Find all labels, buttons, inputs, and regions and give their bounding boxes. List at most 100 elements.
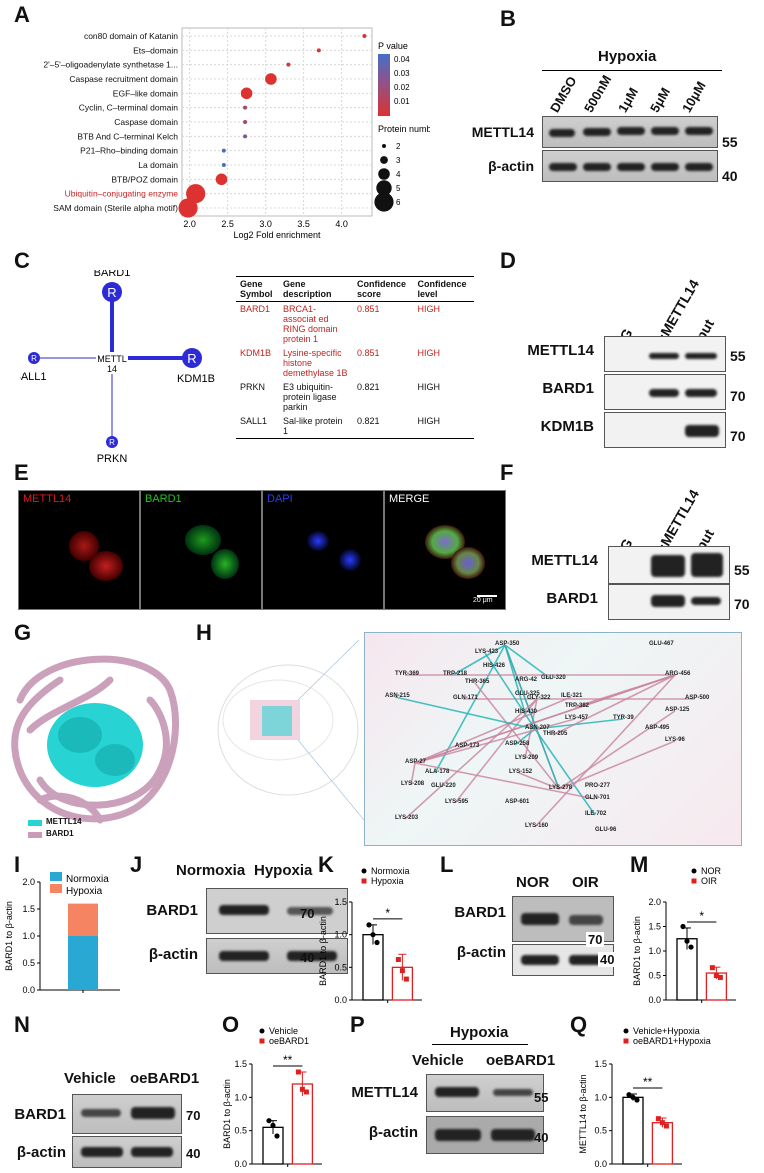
cell-description: BRCA1-associat ed RING domain protein 1 — [282, 304, 338, 344]
data-point — [270, 1122, 276, 1128]
pvalue-legend-title: P value — [378, 41, 408, 51]
data-point — [299, 1086, 305, 1092]
category-label: Caspase domain — [114, 117, 178, 127]
residue-label: ARG-42 — [515, 677, 538, 683]
col-oir: OIR — [572, 874, 599, 891]
protein-legend-dot — [382, 144, 386, 148]
category-label: BTB And C–terminal Kelch — [77, 131, 178, 141]
residue-label: ASP-495 — [645, 725, 670, 731]
col-dmso: DMSO — [547, 73, 580, 115]
y-tick-label: 0.0 — [594, 1159, 607, 1169]
chart-o: 0.0 0.5 1.0 1.5 ** BARD1 to β-actin VehicleoeB… — [222, 1026, 322, 1169]
protein-legend-label: 3 — [396, 156, 401, 165]
mw-40: 40 — [534, 1130, 549, 1145]
residue-label: TYR-39 — [613, 715, 634, 721]
residue-label: TYR-369 — [395, 671, 420, 677]
mw-40: 40 — [598, 952, 617, 967]
plot-frame — [181, 27, 373, 217]
legend-marker — [623, 1028, 629, 1034]
interaction-network: R R R R BARD1 SALL1 KDM1B PRKN METTL 14 — [20, 270, 215, 465]
protein-legend-dot — [376, 180, 392, 196]
row-beta-actin: β-actin — [368, 1124, 418, 1141]
node-prkn-letter: R — [109, 438, 115, 447]
bond-stick — [404, 698, 538, 820]
mw-55: 55 — [722, 134, 738, 150]
mw-70b: 70 — [730, 428, 746, 444]
data-point — [366, 922, 372, 928]
col-nor: NOR — [516, 874, 550, 891]
image-mettl14: METTL14 — [18, 490, 140, 610]
residue-label: LYS-203 — [395, 815, 419, 821]
bond-stick — [534, 728, 596, 816]
cell-description: Sal-like protein 1 — [278, 414, 353, 439]
col-1um: 1μM — [615, 84, 642, 115]
cell-level: HIGH — [417, 348, 440, 358]
blot-l-beta-actin — [512, 944, 614, 976]
legend-label: Vehicle+Hypoxia — [633, 1026, 700, 1036]
y-tick-label: 0.0 — [334, 995, 347, 1005]
panel-label-i: I — [14, 852, 21, 877]
data-point — [395, 956, 401, 962]
bond-stick — [414, 718, 576, 764]
th-level: Confidence level — [413, 276, 474, 302]
bond-stick — [504, 644, 560, 790]
bond-stick — [552, 674, 676, 736]
y-tick-label: 1.5 — [334, 897, 347, 907]
category-label: Ets–domain — [133, 45, 178, 55]
hypoxia-header: Hypoxia — [598, 48, 657, 65]
data-point — [295, 1069, 301, 1075]
bubble-point — [243, 105, 248, 110]
y-tick-label: 0.5 — [334, 962, 347, 972]
panel-p: Hypoxia Vehicle oeBARD1 METTL14 β-actin … — [346, 1022, 566, 1172]
docking-structure-render — [11, 655, 180, 824]
panel-label-d: D — [500, 248, 516, 273]
y-tick-label: 2.0 — [22, 877, 35, 887]
residue-label: LYS-278 — [549, 785, 573, 791]
residue-label: ASP-258 — [505, 741, 530, 747]
th-score: Confidence score — [352, 276, 414, 302]
table-row: KDM1B Lysine-specific histone demethylas… — [236, 346, 474, 380]
y-tick-label: 1.0 — [22, 931, 35, 941]
chart-i: 0.0 0.5 1.0 1.5 2.0 BARD1 to β-actin NormoxiaH… — [4, 872, 120, 995]
bond-stick — [474, 682, 560, 790]
protein-legend-label: 6 — [396, 198, 401, 207]
bond-stick — [558, 740, 676, 790]
y-axis-label: BARD1 to β-actin — [632, 916, 642, 986]
image-bard1: BARD1 — [140, 490, 262, 610]
mw-70: 70 — [586, 932, 605, 947]
residue-label: THR-365 — [465, 679, 490, 685]
residue-label: HIS-426 — [483, 663, 506, 669]
legend-swatch-mettl14 — [28, 820, 42, 826]
col-vehicle: Vehicle — [64, 1070, 116, 1087]
mw-55: 55 — [730, 348, 746, 364]
residue-label: LYS-457 — [565, 715, 589, 721]
pvalue-colorbar — [378, 54, 390, 116]
label-bard1: BARD1 — [94, 270, 131, 279]
center-bg — [96, 352, 128, 374]
category-label: La domain — [138, 160, 178, 170]
legend-marker — [361, 878, 367, 884]
legend-swatch — [50, 884, 62, 893]
bubble-point — [221, 148, 226, 153]
data-point — [630, 1094, 636, 1100]
channel-label-mettl14: METTL14 — [23, 493, 72, 505]
bubble-point — [316, 48, 321, 53]
panel-n: Vehicle oeBARD1 BARD1 β-actin 70 40 — [14, 1030, 224, 1170]
blot-j-beta-actin — [206, 938, 348, 974]
residue-label: ALA-178 — [425, 769, 450, 775]
blot-f-mettl14 — [608, 546, 730, 584]
mw-55: 55 — [734, 562, 750, 578]
panel-j: Normoxia Hypoxia BARD1 β-actin 70 40 — [130, 862, 348, 1012]
y-axis-label: BARD1 to β-actin — [4, 901, 14, 971]
cell-level: HIGH — [417, 382, 440, 392]
protein-legend-title: Protein number — [378, 124, 430, 134]
residue-label: ASP-125 — [665, 707, 690, 713]
residue-label: LYS-423 — [475, 649, 499, 655]
blot-j-bard1 — [206, 888, 348, 934]
row-mettl14: METTL14 — [531, 552, 598, 569]
th-symbol: Gene Symbol — [236, 276, 279, 302]
data-point — [717, 974, 723, 980]
blot-n-bard1 — [72, 1094, 182, 1134]
residue-label: ASN-215 — [385, 693, 410, 699]
row-bard1: BARD1 — [542, 380, 594, 397]
